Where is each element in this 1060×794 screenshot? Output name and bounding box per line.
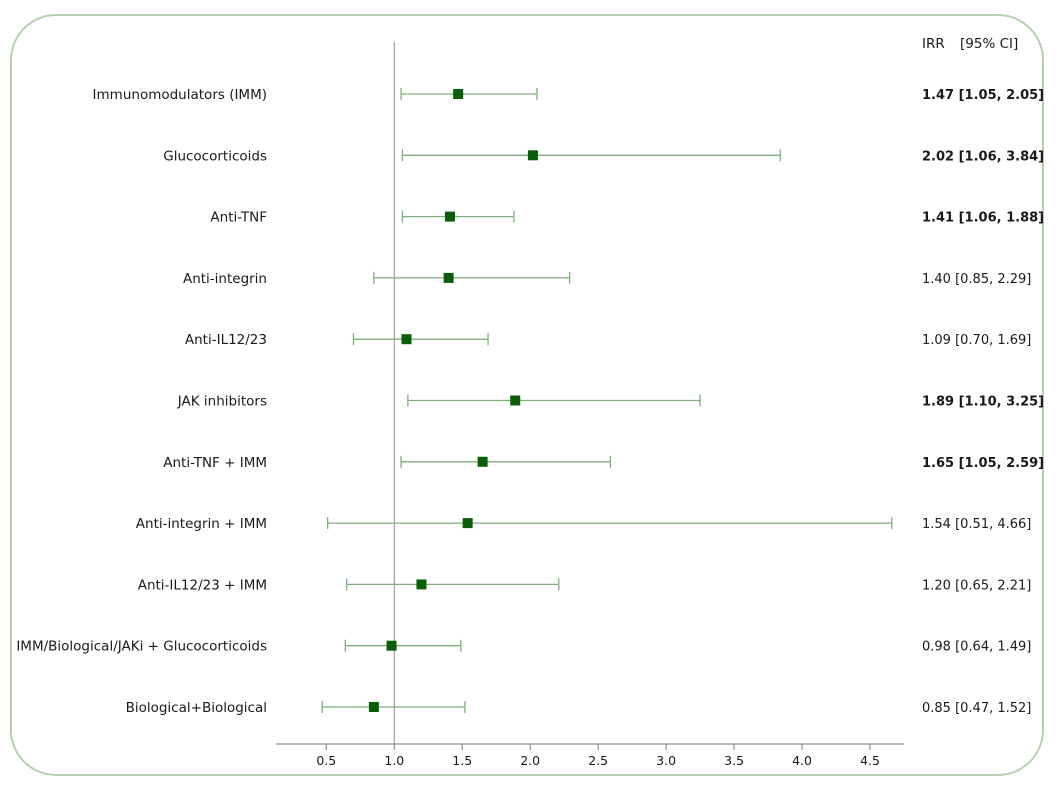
point-estimate bbox=[477, 456, 488, 467]
point-estimate bbox=[453, 89, 464, 99]
forest-row: Anti-IL12/23 + IMM 1.20 [0.65, 2.21] bbox=[138, 577, 1032, 593]
forest-row: JAK inhibitors 1.89 [1.10, 3.25] bbox=[177, 394, 1044, 410]
row-value: 1.09 [0.70, 1.69] bbox=[922, 333, 1031, 348]
row-value: 1.41 [1.06, 1.88] bbox=[922, 211, 1044, 226]
forest-row: Glucocorticoids 2.02 [1.06, 3.84] bbox=[163, 148, 1044, 164]
header-irr: IRR bbox=[922, 36, 945, 52]
x-tick-label: 1.5 bbox=[452, 753, 472, 768]
row-value: 1.54 [0.51, 4.66] bbox=[922, 517, 1031, 532]
header-ci: [95% CI] bbox=[960, 36, 1018, 52]
row-value: 1.47 [1.05, 2.05] bbox=[922, 88, 1044, 103]
row-value: 1.40 [0.85, 2.29] bbox=[922, 272, 1031, 287]
row-value: 1.65 [1.05, 2.59] bbox=[922, 456, 1044, 471]
forest-row: Anti-TNF 1.41 [1.06, 1.88] bbox=[210, 210, 1044, 226]
x-tick-label: 4.0 bbox=[792, 753, 812, 768]
point-estimate bbox=[444, 211, 455, 222]
row-label: Anti-integrin bbox=[183, 271, 267, 287]
chart-frame bbox=[10, 14, 1044, 776]
x-tick-label: 0.5 bbox=[316, 753, 336, 768]
row-value: 1.89 [1.10, 3.25] bbox=[922, 395, 1044, 410]
row-label: JAK inhibitors bbox=[177, 394, 267, 410]
row-value: 1.20 [0.65, 2.21] bbox=[922, 578, 1031, 593]
row-label: Anti-integrin + IMM bbox=[136, 516, 267, 532]
row-label: IMM/Biological/JAKi + Glucocorticoids bbox=[16, 639, 267, 655]
point-estimate bbox=[462, 518, 473, 529]
row-label: Anti-TNF + IMM bbox=[163, 455, 267, 471]
row-label: Anti-IL12/23 bbox=[185, 332, 267, 348]
point-estimate bbox=[416, 579, 427, 590]
row-label: Immunomodulators (IMM) bbox=[93, 87, 267, 103]
forest-rows: Immunomodulators (IMM) 1.47 [1.05, 2.05] G… bbox=[16, 87, 1044, 716]
x-axis: 0.5 1.0 1.5 2.0 2.5 3.0 3.5 4.0 4.5 bbox=[276, 743, 904, 768]
x-tick-label: 4.5 bbox=[860, 753, 880, 768]
forest-row: IMM/Biological/JAKi + Glucocorticoids 0.9… bbox=[16, 639, 1031, 655]
point-estimate bbox=[368, 702, 379, 712]
forest-row: Anti-integrin 1.40 [0.85, 2.29] bbox=[183, 271, 1031, 287]
row-label: Glucocorticoids bbox=[163, 148, 267, 164]
point-estimate bbox=[386, 640, 397, 651]
point-estimate bbox=[401, 334, 412, 345]
x-tick-label: 1.0 bbox=[384, 753, 404, 768]
row-label: Biological+Biological bbox=[126, 700, 267, 716]
column-header: IRR [95% CI] bbox=[922, 36, 1018, 52]
forest-row: Biological+Biological 0.85 [0.47, 1.52] bbox=[126, 700, 1032, 716]
x-tick-label: 3.5 bbox=[724, 753, 744, 768]
row-value: 0.98 [0.64, 1.49] bbox=[922, 640, 1031, 655]
x-tick-label: 2.5 bbox=[588, 753, 608, 768]
row-label: Anti-TNF bbox=[210, 210, 267, 226]
row-value: 2.02 [1.06, 3.84] bbox=[922, 149, 1044, 164]
forest-row: Anti-integrin + IMM 1.54 [0.51, 4.66] bbox=[136, 516, 1032, 532]
row-value: 0.85 [0.47, 1.52] bbox=[922, 701, 1031, 716]
row-label: Anti-IL12/23 + IMM bbox=[138, 577, 267, 593]
x-tick-label: 2.0 bbox=[520, 753, 540, 768]
point-estimate bbox=[510, 395, 521, 406]
forest-row: Anti-TNF + IMM 1.65 [1.05, 2.59] bbox=[163, 455, 1044, 471]
point-estimate bbox=[527, 150, 538, 161]
x-tick-label: 3.0 bbox=[656, 753, 676, 768]
forest-row: Immunomodulators (IMM) 1.47 [1.05, 2.05] bbox=[93, 87, 1045, 103]
point-estimate bbox=[443, 272, 454, 283]
forest-row: Anti-IL12/23 1.09 [0.70, 1.69] bbox=[185, 332, 1032, 348]
